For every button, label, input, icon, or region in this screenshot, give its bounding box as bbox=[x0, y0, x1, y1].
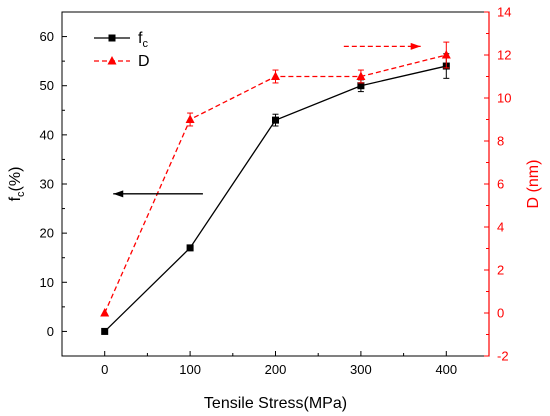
plot-frame bbox=[61, 11, 490, 357]
left-y-tick-label: 50 bbox=[40, 78, 54, 93]
legend-item: fc bbox=[94, 30, 148, 50]
right-y-tick-label: 12 bbox=[497, 48, 511, 63]
left-y-title-tail: (%) bbox=[7, 167, 24, 192]
data-point-square bbox=[272, 116, 279, 124]
series-line bbox=[104, 65, 447, 332]
legend-label-main: D bbox=[138, 53, 150, 70]
x-tick-label: 400 bbox=[435, 362, 457, 377]
left-y-tick-label: 30 bbox=[40, 177, 54, 192]
series-layer bbox=[100, 41, 451, 335]
x-tick-label: 300 bbox=[350, 362, 372, 377]
right-y-tick-label: 0 bbox=[497, 306, 504, 321]
x-axis-title: Tensile Stress(MPa) bbox=[204, 395, 347, 412]
data-point-square bbox=[101, 327, 109, 335]
legend-item: D bbox=[94, 53, 150, 70]
data-point-triangle bbox=[271, 71, 280, 80]
plot-area bbox=[61, 11, 490, 357]
left-y-axis-title: fc(%) bbox=[7, 167, 27, 202]
right-y-tick-label: -2 bbox=[497, 349, 509, 364]
x-tick-label: 0 bbox=[101, 362, 108, 377]
arrow-left bbox=[113, 190, 203, 198]
legend: fcD bbox=[94, 30, 150, 70]
legend-label: fc bbox=[138, 30, 148, 50]
right-y-tick-label: 10 bbox=[497, 91, 511, 106]
right-y-tick-label: 2 bbox=[497, 263, 504, 278]
left-y-tick-label: 10 bbox=[40, 275, 54, 290]
right-y-tick-label: 6 bbox=[497, 177, 504, 192]
right-y-tick-label: 14 bbox=[497, 5, 511, 20]
data-point-square bbox=[357, 82, 365, 90]
series-d bbox=[100, 41, 451, 317]
arrow-head bbox=[113, 190, 124, 198]
data-point-square bbox=[186, 244, 194, 252]
data-point-triangle bbox=[356, 71, 366, 80]
right-y-tick-label: 8 bbox=[497, 134, 504, 149]
series-line bbox=[104, 54, 447, 314]
left-y-tick-label: 20 bbox=[40, 226, 54, 241]
data-point-triangle bbox=[185, 114, 195, 123]
x-tick-label: 100 bbox=[179, 362, 201, 377]
legend-label-main: f bbox=[138, 30, 143, 47]
left-y-title-sub: c bbox=[15, 191, 27, 197]
axis-ticks: 0 100 200 300 400 0 10 20 30 40 50 60 -2 0 2 4 6 8 10 12 14 bbox=[40, 5, 512, 378]
left-y-tick-label: 60 bbox=[40, 29, 54, 44]
left-y-title-main: f bbox=[7, 196, 24, 201]
data-point-triangle bbox=[107, 56, 117, 65]
legend-label-sub: c bbox=[142, 38, 148, 50]
right-y-tick-label: 4 bbox=[497, 220, 504, 235]
data-point-triangle bbox=[100, 308, 110, 317]
arrow-head bbox=[410, 42, 421, 50]
annotations bbox=[113, 42, 421, 198]
data-point-square bbox=[108, 34, 116, 42]
arrow-right bbox=[343, 42, 421, 50]
left-y-tick-label: 40 bbox=[40, 127, 54, 142]
left-y-tick-label: 0 bbox=[47, 324, 54, 339]
data-point-triangle bbox=[441, 50, 451, 59]
right-y-axis-title: D (nm) bbox=[525, 160, 542, 209]
x-tick-label: 200 bbox=[265, 362, 287, 377]
legend-label: D bbox=[138, 53, 150, 70]
